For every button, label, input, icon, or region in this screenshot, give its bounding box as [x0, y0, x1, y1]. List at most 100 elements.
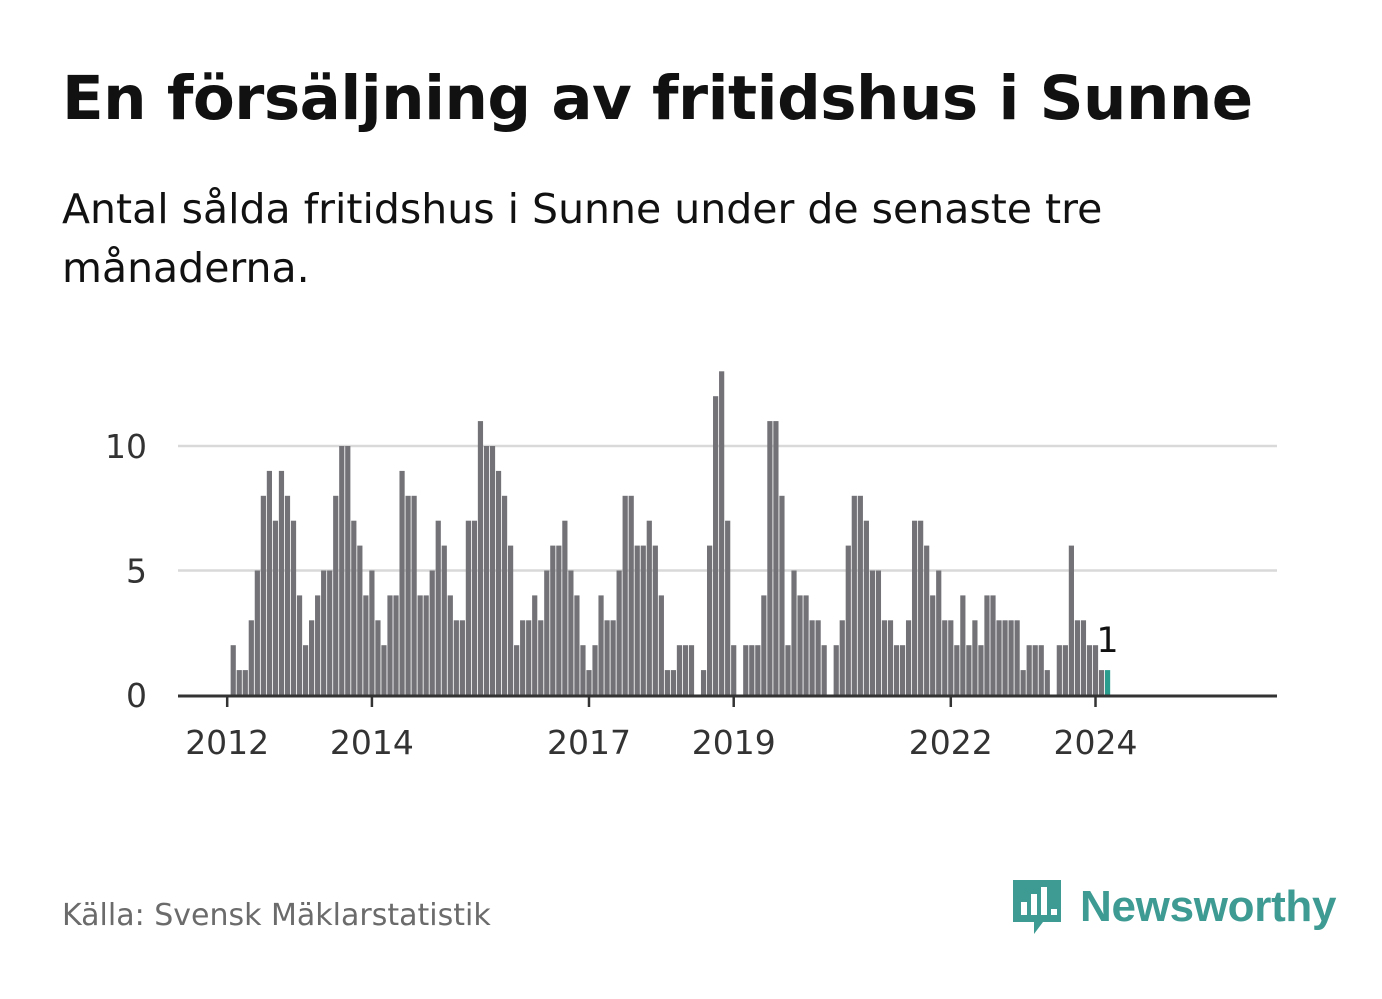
bar	[700, 670, 707, 695]
brand-name: Newsworthy	[1080, 882, 1337, 931]
bar	[501, 495, 508, 695]
bar	[905, 620, 912, 695]
bar	[290, 520, 297, 695]
bar	[1002, 620, 1008, 695]
bar	[839, 620, 845, 695]
bar	[610, 620, 616, 695]
bar	[749, 645, 755, 695]
chart-subtitle: Antal sålda fritidshus i Sunne under de …	[62, 185, 1103, 292]
bar	[333, 495, 339, 695]
bar	[393, 595, 399, 695]
bar	[887, 620, 894, 695]
bar	[592, 645, 598, 695]
source-note: Källa: Svensk Mäklarstatistik	[62, 898, 491, 933]
bar	[321, 570, 327, 695]
bar	[441, 545, 447, 695]
bar	[1068, 545, 1074, 695]
bar	[544, 570, 550, 695]
bar	[302, 645, 309, 695]
bar	[658, 595, 664, 695]
bar	[1086, 645, 1093, 695]
bar	[351, 520, 357, 695]
bar	[435, 520, 441, 695]
bar	[996, 620, 1002, 695]
bar	[833, 645, 839, 695]
newsworthy-logo-icon	[1013, 880, 1061, 934]
bar	[508, 545, 514, 695]
bar	[773, 421, 779, 695]
bar	[399, 470, 405, 695]
bar	[417, 595, 423, 695]
bar	[899, 645, 906, 695]
bar	[1074, 620, 1081, 695]
bar	[411, 495, 417, 695]
bar	[676, 645, 683, 695]
bar	[990, 595, 996, 695]
bar	[242, 670, 248, 695]
x-tick-label: 2019	[692, 723, 776, 762]
bar	[477, 421, 484, 695]
bar	[315, 595, 321, 695]
bar	[357, 545, 363, 695]
bar	[532, 595, 538, 695]
bar	[260, 495, 266, 695]
bar	[797, 595, 803, 695]
x-tick-label: 2022	[909, 723, 993, 762]
bar	[1026, 645, 1032, 695]
bar	[1098, 670, 1105, 695]
bar	[483, 446, 490, 695]
bar	[803, 595, 809, 695]
bar	[1032, 645, 1038, 695]
bar	[881, 620, 888, 695]
bar	[713, 396, 719, 695]
bar	[296, 595, 303, 695]
bar	[495, 470, 502, 695]
bar	[230, 645, 236, 695]
bar-highlight	[1104, 670, 1111, 695]
bar	[966, 645, 972, 695]
bar	[875, 570, 882, 695]
y-tick-label: 5	[126, 552, 147, 591]
bar	[459, 620, 465, 695]
bar	[1020, 670, 1026, 695]
bar	[339, 446, 345, 695]
y-tick-label: 0	[126, 676, 147, 715]
bar	[284, 495, 291, 695]
bar	[1080, 620, 1087, 695]
bar-chart: 0 5 10 2012 2014 2017 2019 2022 2024 1	[105, 371, 1277, 762]
bar	[1056, 645, 1062, 695]
bar	[821, 645, 827, 695]
bar	[327, 570, 333, 695]
bar	[369, 570, 375, 695]
bar	[688, 645, 695, 695]
bar	[767, 421, 773, 695]
bar	[447, 595, 453, 695]
x-tick-label: 2014	[330, 723, 414, 762]
bar	[815, 620, 821, 695]
bar	[580, 645, 586, 695]
bar	[272, 520, 279, 695]
x-tick-label: 2012	[185, 723, 269, 762]
bar	[779, 495, 785, 695]
bar	[845, 545, 851, 695]
bar	[942, 620, 948, 695]
bar	[375, 620, 381, 695]
bar	[634, 545, 640, 695]
bar	[550, 545, 556, 695]
bar	[616, 570, 622, 695]
bar	[1044, 670, 1050, 695]
bar	[1014, 620, 1020, 695]
bar	[960, 595, 966, 695]
bar	[664, 670, 670, 695]
bar	[345, 446, 351, 695]
axis-labels: 0 5 10 2012 2014 2017 2019 2022 2024 1	[105, 427, 1138, 762]
bar	[423, 595, 429, 695]
bar	[912, 520, 918, 695]
bar	[471, 520, 478, 695]
x-tick-label: 2024	[1054, 723, 1138, 762]
bar	[520, 620, 526, 695]
bar	[785, 645, 791, 695]
bar	[1008, 620, 1014, 695]
bar	[309, 620, 315, 695]
bar	[598, 595, 604, 695]
